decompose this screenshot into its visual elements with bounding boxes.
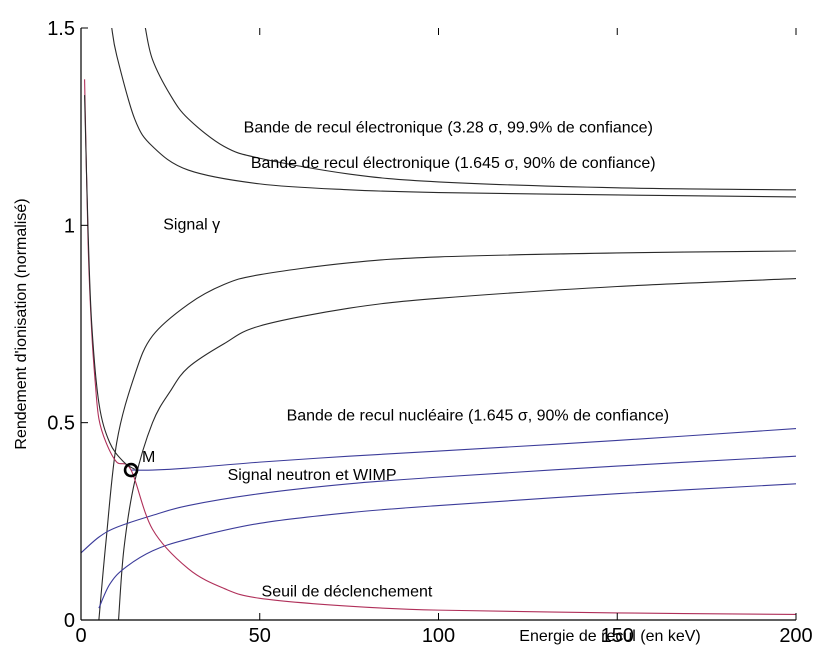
annotation-6: Seuil de déclenchement [262,583,433,600]
x-tick-label: 200 [779,625,812,647]
x-ticks: 0 50 100 150 200 [75,28,813,647]
y-axis-label: Rendement d'ionisation (normalisé) [13,198,30,449]
curve-7 [98,483,796,609]
annotation-3: Signal γ [163,216,220,233]
curve-3 [98,250,796,620]
marker-m-label: M [142,449,155,466]
x-tick-label: 100 [422,625,455,647]
annotation-1: Bande de recul électronique (3.28 σ, 99.… [244,120,653,137]
y-tick-label: 0 [64,610,75,632]
marker-m: M [123,449,155,478]
y-ticks: 0 0.5 1 1.5 [47,18,88,632]
annotation-4: Bande de recul nucléaire (1.645 σ, 90% d… [287,408,670,425]
annotation-5: Signal neutron et WIMP [228,467,397,484]
x-axis-label: Energie de recul (en keV) [519,628,700,645]
annotation-2: Bande de recul électronique (1.645 σ, 90… [251,155,656,172]
y-tick-label: 0.5 [47,413,75,435]
curve-1 [111,28,796,198]
curve-4 [117,278,796,620]
x-tick-label: 50 [249,625,271,647]
curve-9 [84,95,135,470]
y-tick-label: 1.5 [47,18,75,40]
curve-8 [84,79,796,616]
curve-5 [131,428,796,471]
y-tick-label: 1 [64,215,75,237]
curve-2 [144,28,796,191]
annotations-layer: Bande de recul électronique (3.28 σ, 99.… [163,120,669,601]
curve-6 [81,455,796,554]
marker-m-circle [123,462,139,478]
x-tick-label: 0 [75,625,86,647]
x-tick-label: 150 [601,625,634,647]
curves-layer [81,28,796,620]
